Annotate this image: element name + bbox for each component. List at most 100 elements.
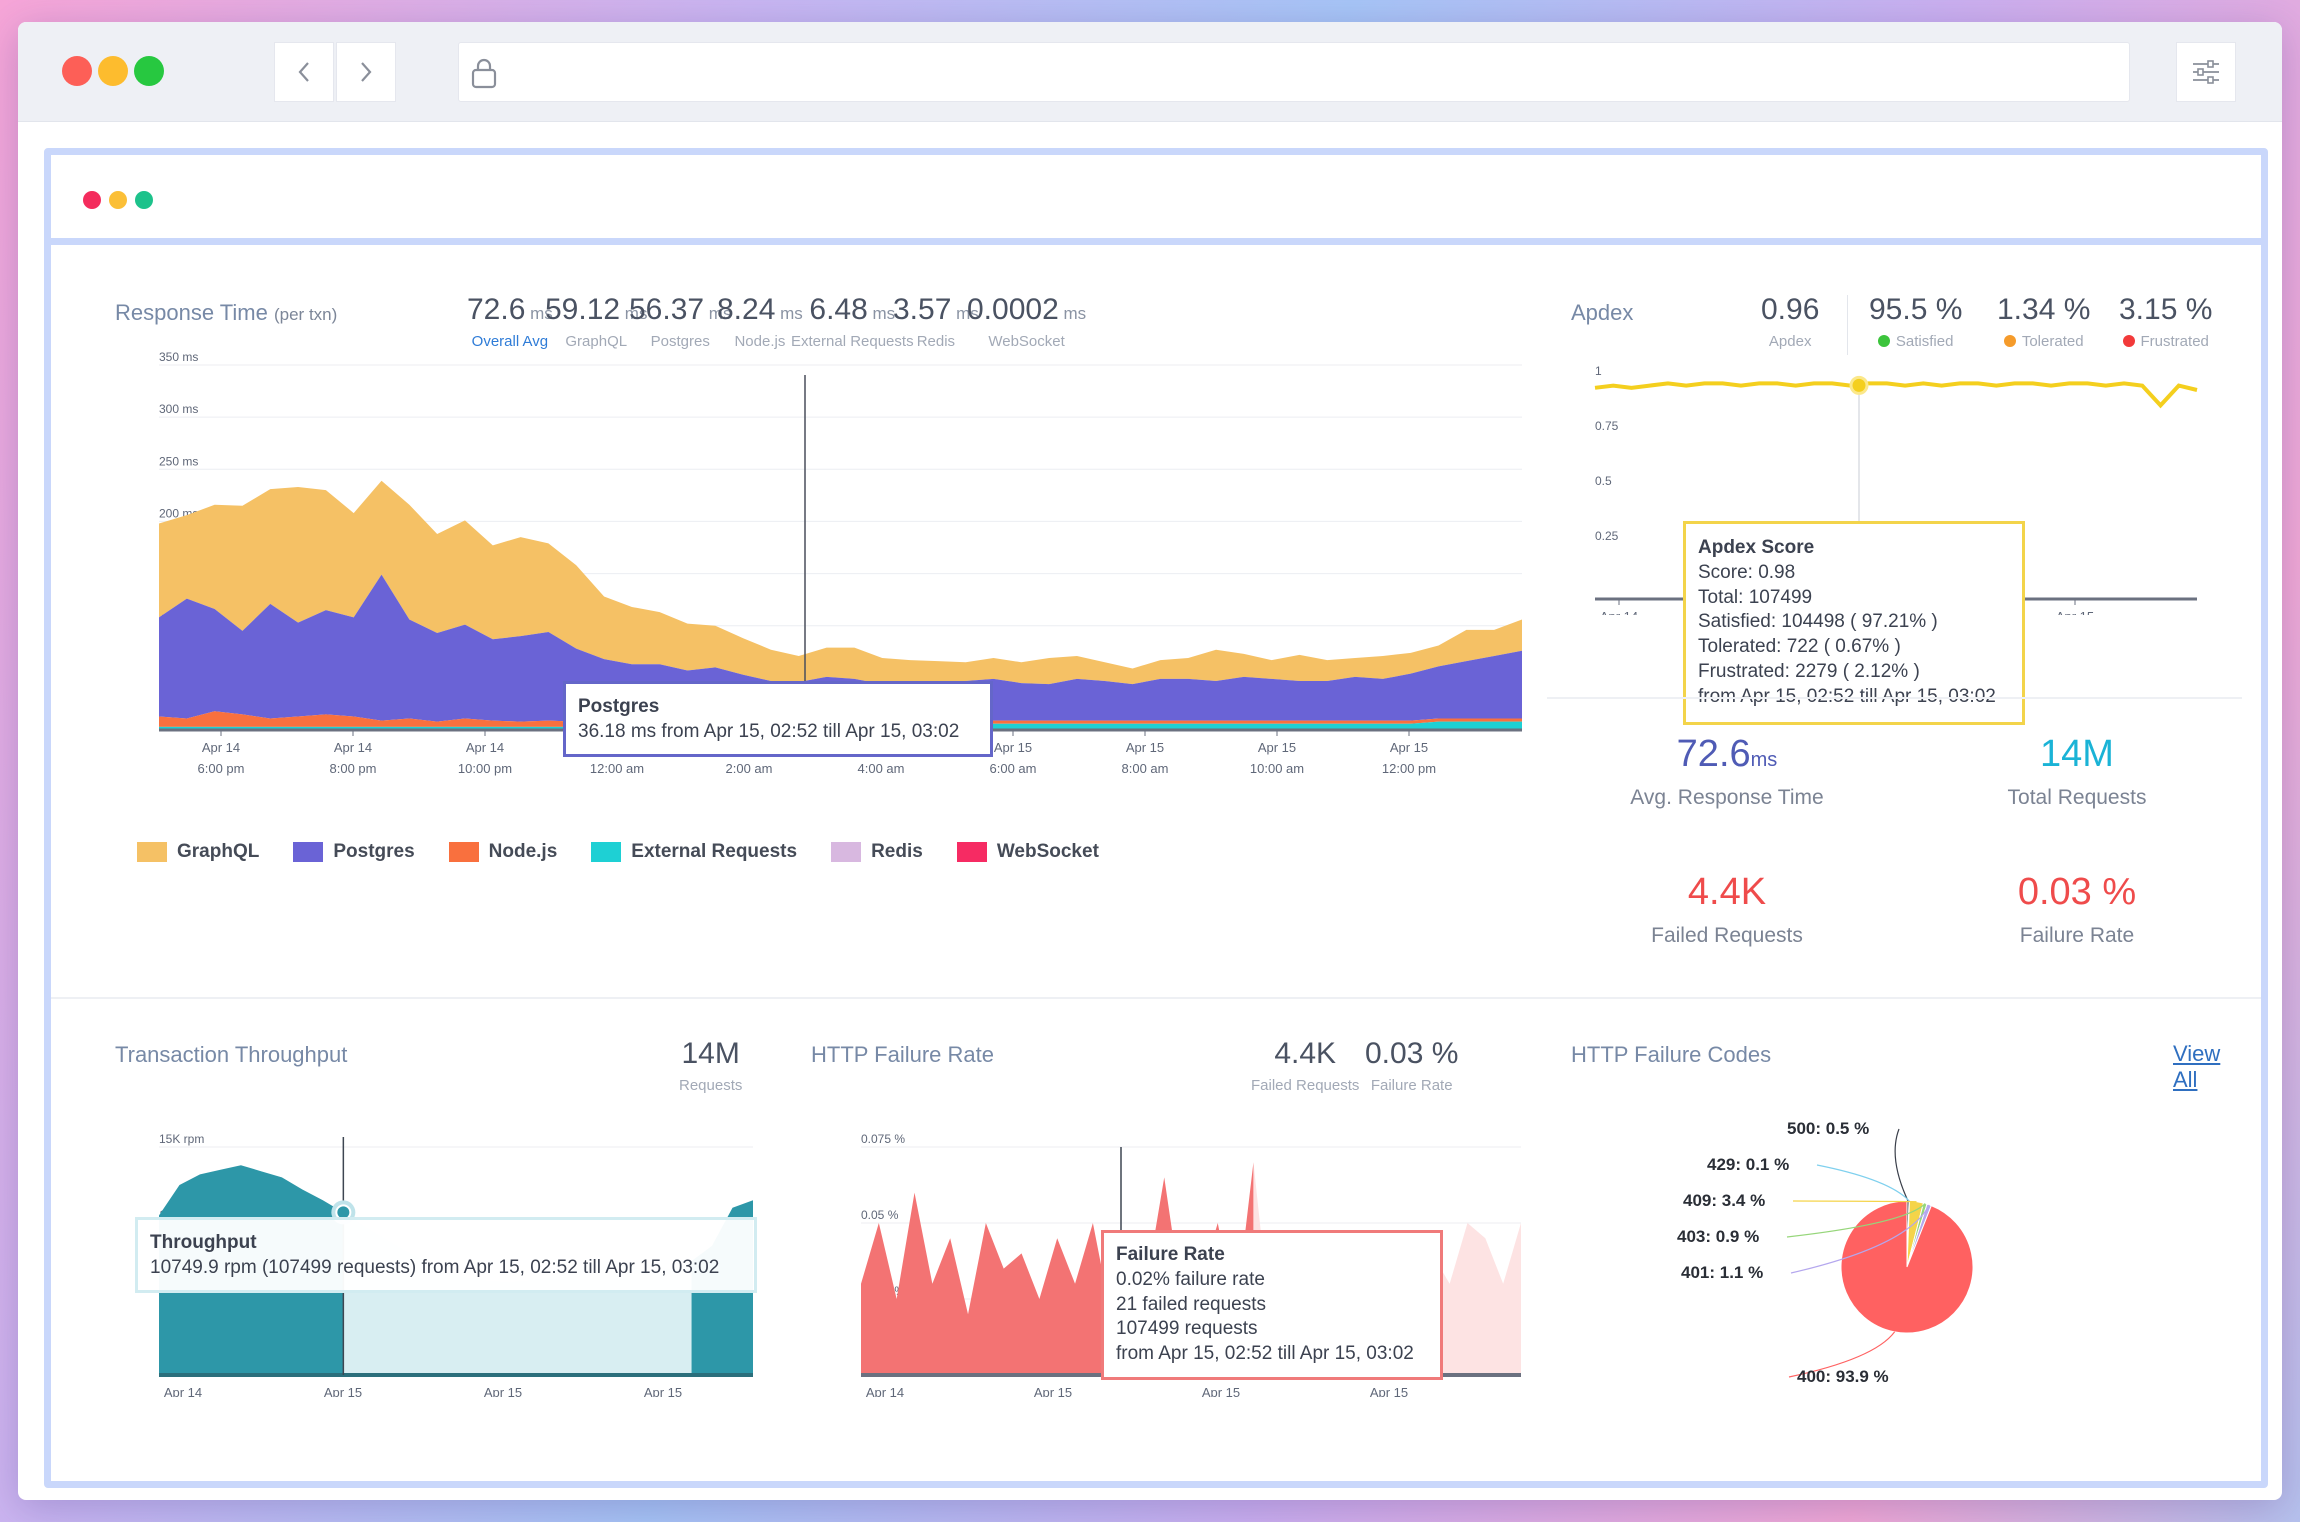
stat-postgres: 56.37 ms Postgres: [629, 293, 732, 350]
pie-leader-line: [1894, 1128, 1909, 1202]
x-tick-label: Apr 14: [202, 740, 240, 755]
throughput-requests-stat: 14M Requests: [679, 1037, 743, 1094]
legend-item[interactable]: External Requests: [591, 841, 797, 863]
x-tick-label: 8:00 pm: [330, 761, 377, 776]
minimize-window-button[interactable]: [98, 56, 128, 86]
throughput-tooltip: Throughput 10749.9 rpm (107499 requests) …: [135, 1217, 757, 1293]
stat-websocket: 0.0002 ms WebSocket: [967, 293, 1087, 350]
legend-swatch: [448, 842, 479, 862]
x-tick-label: Apr 15: [1390, 740, 1428, 755]
x-tick-label: 12:00 am: [590, 761, 644, 776]
legend-item[interactable]: Postgres: [293, 841, 415, 863]
x-tick-label: 2:00 am: [726, 761, 773, 776]
legend-item[interactable]: Redis: [831, 841, 923, 863]
apdex-title: Apdex: [1571, 300, 1634, 325]
failure-rate-stat: 0.03 % Failure Rate: [2017, 871, 2137, 947]
legend-label: External Requests: [631, 841, 798, 862]
x-tick-label: Apr 14: [466, 740, 504, 755]
x-tick-label: 6:00 pm: [198, 761, 245, 776]
pie-leader-line: [1786, 1203, 1926, 1238]
x-tick-label: 4:00 am: [858, 761, 905, 776]
legend-label: Redis: [871, 841, 923, 862]
status-dot: [1877, 335, 1890, 347]
row-divider: [51, 997, 2261, 999]
series-area-postgres: [159, 574, 1522, 723]
forward-button[interactable]: [336, 42, 396, 102]
address-bar[interactable]: [458, 42, 2130, 102]
hover-point: [1849, 375, 1869, 395]
x-tick-label: Apr 14: [866, 1385, 904, 1397]
throughput-area-faded: [343, 1212, 692, 1375]
throughput-panel: Transaction Throughput 14M Requests 15K …: [67, 1007, 767, 1407]
y-tick-label: 0.25: [1595, 529, 1619, 543]
series-area-graphql: [159, 480, 1522, 685]
app-dot-yellow: [109, 191, 127, 209]
apdex-panel: Apdex 0.96 Apdex 95.5 % Satisfied 1.34 % Tole…: [1547, 265, 2242, 1000]
settings-button[interactable]: [2176, 42, 2236, 102]
x-tick-label: 10:00 am: [1250, 761, 1304, 776]
app-dot-red: [83, 191, 101, 209]
total-requests-stat: 14M Total Requests: [2007, 733, 2147, 809]
y-tick-label: 0.05 %: [861, 1208, 899, 1222]
pie-leader-line: [1792, 1200, 1917, 1203]
legend-swatch: [293, 842, 324, 862]
pie-leader-line: [1816, 1164, 1910, 1202]
legend-swatch: [956, 842, 987, 862]
legend-label: Postgres: [333, 841, 415, 862]
legend-label: GraphQL: [177, 841, 260, 862]
stat-graphql: 59.12 ms GraphQL: [545, 293, 648, 350]
pie-label-500: 500: 0.5 %: [1787, 1119, 1870, 1138]
apdex-line: [1594, 381, 2198, 409]
y-tick-label: 0.5: [1595, 474, 1612, 488]
stat-overall-avg: 72.6 ms Overall Avg: [467, 293, 553, 350]
failure-codes-panel: HTTP Failure Codes View All 500: 0.5 % 42…: [1547, 1007, 2242, 1407]
legend-item[interactable]: WebSocket: [956, 841, 1099, 863]
x-tick-label: 12:00 pm: [1382, 761, 1436, 776]
maximize-window-button[interactable]: [134, 56, 164, 86]
app-header: [51, 155, 2261, 245]
pie-label-403: 403: 0.9 %: [1677, 1227, 1760, 1246]
y-tick-label: 1: [1595, 365, 1602, 378]
y-tick-label: 300 ms: [159, 402, 198, 416]
apdex-stat-satisfied: 95.5 % Satisfied: [1869, 293, 1963, 350]
chevron-right-icon: [361, 62, 372, 82]
browser-window: Response Time (per txn) 72.6 ms Overall A…: [18, 22, 2282, 1500]
response-time-panel: Response Time (per txn) 72.6 ms Overall A…: [67, 265, 1530, 1000]
failure-rate-title: HTTP Failure Rate: [811, 1042, 994, 1067]
pie-label-400: 400: 93.9 %: [1797, 1367, 1889, 1386]
postgres-tooltip: Postgres 36.18 ms from Apr 15, 02:52 till…: [563, 681, 993, 757]
sliders-icon: [2193, 60, 2219, 84]
stat-external-requests: 6.48 ms External Requests: [791, 293, 914, 350]
lock-icon: [471, 58, 497, 89]
apdex-stat-frustrated: 3.15 % Frustrated: [2119, 293, 2213, 350]
x-tick-label: 6:00 am: [990, 761, 1037, 776]
y-tick-label: 250 ms: [159, 454, 198, 468]
legend-item[interactable]: GraphQL: [137, 841, 259, 863]
failure-codes-pie[interactable]: [1547, 1097, 2242, 1397]
x-tick-label: Apr 14: [164, 1385, 202, 1397]
apdex-separator: [1847, 295, 1848, 355]
response-time-legend: GraphQL Postgres Node.js External Requests R…: [137, 841, 1099, 863]
x-tick-label: Apr 15: [1258, 740, 1296, 755]
dashboard-app: Response Time (per txn) 72.6 ms Overall A…: [44, 148, 2268, 1488]
back-button[interactable]: [274, 42, 334, 102]
avg-response-time-stat: 72.6ms Avg. Response Time: [1630, 733, 1824, 809]
failed-requests-stat: 4.4K Failed Requests: [1651, 871, 1803, 947]
view-all-link[interactable]: View All: [2173, 1041, 2221, 1092]
x-tick-label: Apr 15: [644, 1385, 682, 1397]
y-tick-label: 0.75: [1595, 419, 1619, 433]
pie-leader-line: [1788, 1331, 1896, 1378]
close-window-button[interactable]: [62, 56, 92, 86]
throughput-title: Transaction Throughput: [115, 1042, 348, 1067]
legend-label: WebSocket: [996, 841, 1099, 862]
x-tick-label: Apr 15: [1370, 1385, 1408, 1397]
pie-leader-line: [1790, 1204, 1930, 1274]
apdex-stat-tolerated: 1.34 % Tolerated: [1997, 293, 2091, 350]
x-tick-label: Apr 14: [1600, 609, 1638, 615]
failure-rate-tooltip: Failure Rate 0.02% failure rate 21 faile…: [1101, 1230, 1443, 1380]
legend-item[interactable]: Node.js: [448, 841, 557, 863]
chevron-left-icon: [298, 62, 309, 82]
pie-label-401: 401: 1.1 %: [1681, 1263, 1764, 1282]
x-tick-label: Apr 15: [2056, 609, 2094, 615]
